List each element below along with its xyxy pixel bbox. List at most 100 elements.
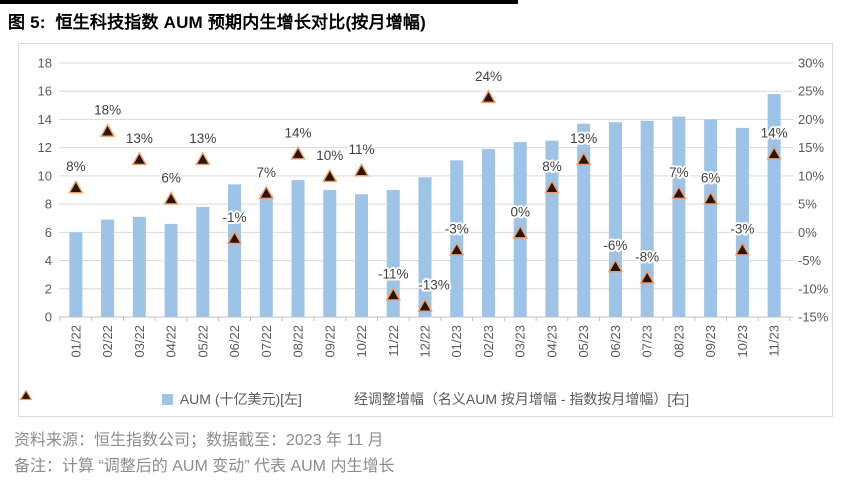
right-axis-label: 30% [798,56,824,71]
triangle-marker-05/22 [195,151,211,166]
triangle-marker-02/23 [480,89,497,104]
right-axis-label: 5% [798,197,817,212]
right-axis-label: -5% [798,253,822,268]
left-axis-label: 12 [38,140,52,155]
bar-02/22 [101,219,115,317]
legend-label-aum: AUM (十亿美元)[左] [179,391,302,407]
data-label-10/23: -3% [730,221,754,236]
data-label-04/23: 8% [542,159,562,174]
data-label-08/22: 14% [285,125,312,140]
left-axis-label: 16 [38,84,52,99]
legend-item-growth: 经调整增幅（名义AUM 按月增幅 - 指数按月增幅）[右] [19,389,690,409]
data-label-08/23: 7% [669,165,689,180]
triangle-marker-10/23 [734,241,751,256]
data-label-11/23: 14% [761,125,788,140]
triangle-marker-06/22 [226,230,243,245]
left-axis-label: 10 [38,168,52,183]
x-axis-label: 07/22 [259,325,274,358]
data-label-03/23: 0% [510,204,530,219]
left-axis-label: 14 [38,112,52,127]
data-label-03/22: 13% [126,131,153,146]
triangle-marker-01/22 [68,179,84,194]
data-label-09/22: 10% [316,148,343,163]
left-axis-label: 18 [38,56,52,71]
bar-07/22 [259,194,273,317]
data-label-02/22: 18% [94,103,121,118]
bar-05/22 [196,206,210,317]
triangle-marker-08/22 [290,145,306,160]
x-axis-label: 06/22 [227,325,242,358]
data-label-01/22: 8% [66,159,86,174]
bar-04/22 [164,223,178,317]
data-label-06/23: -6% [603,238,627,253]
triangle-marker-03/22 [131,151,148,166]
triangle-marker-01/23 [449,241,465,256]
right-axis-label: 15% [798,140,824,155]
data-label-06/22: -1% [223,210,247,225]
triangle-series-swatch-icon [19,389,33,401]
data-label-07/22: 7% [257,165,277,180]
bar-10/22 [355,194,369,317]
triangle-marker-12/22 [417,298,433,312]
figure-title: 图 5: 恒生科技指数 AUM 预期内生增长对比(按月增幅) [8,13,426,32]
bar-01/23 [450,160,464,317]
x-axis-label: 01/23 [449,325,464,358]
x-axis-label: 05/23 [576,325,591,358]
bar-03/22 [132,216,146,317]
left-axis-label: 0 [45,310,52,325]
data-label-11/22: -11% [378,266,409,281]
x-axis-label: 03/23 [513,325,528,358]
x-axis-label: 02/23 [481,325,496,358]
top-divider-bar [0,0,518,4]
triangle-marker-08/23 [671,185,687,200]
figure-footer: 资料来源：恒生指数公司；数据截至：2023 年 11 月 备注：计算 “调整后的… [14,428,394,480]
right-axis-label: 10% [798,168,824,183]
x-axis-label: 09/22 [322,325,337,358]
triangle-marker-04/22 [163,191,179,205]
legend-label-growth: 经调整增幅（名义AUM 按月增幅 - 指数按月增幅）[右] [353,391,690,407]
bar-11/23 [767,94,781,317]
bar-09/22 [323,190,337,317]
x-axis-label: 08/22 [291,325,306,358]
bar-10/23 [735,127,749,318]
triangle-marker-09/22 [322,168,338,183]
left-axis-label: 8 [45,197,52,212]
right-axis-label: 25% [798,84,824,99]
triangle-marker-04/23 [544,179,560,194]
x-axis-label: 11/22 [386,325,401,357]
triangle-marker-05/23 [575,151,592,166]
x-axis-label: 03/22 [132,325,147,358]
bar-series-swatch-icon [161,393,173,405]
x-axis-label: 07/23 [640,325,655,358]
data-label-05/23: 13% [570,131,597,146]
x-axis-label: 10/23 [735,325,750,358]
data-label-04/22: 6% [161,170,181,185]
triangle-marker-10/22 [353,162,370,177]
bar-02/23 [481,149,495,317]
bar-06/22 [228,184,242,317]
data-label-01/23: -3% [445,221,469,236]
data-label-02/23: 24% [475,69,502,84]
chart-container: 0 2 4 6 8 10 12 14 16 18 -15% -10% -5% 0% 5% 10% 15% 20% 2… [18,43,833,417]
x-axis-label: 10/22 [354,325,369,358]
x-axis-label: 11/23 [767,325,782,357]
x-axis-label: 05/22 [195,325,210,358]
bar-07/23 [640,120,654,317]
bar-12/22 [418,177,432,317]
triangle-marker-03/23 [512,224,528,239]
bar-06/23 [608,122,622,318]
remark-note: 备注：计算 “调整后的 AUM 变动” 代表 AUM 内生增长 [14,458,395,475]
x-axis-label: 02/22 [100,325,115,358]
left-axis-label: 2 [45,281,52,296]
triangle-marker-07/23 [639,270,655,284]
data-label-12/22: -13% [418,278,450,293]
triangle-marker-11/22 [385,286,401,301]
x-axis-label: 06/23 [608,325,623,358]
left-axis-label: 4 [45,253,52,268]
bar-08/22 [291,180,305,317]
triangle-marker-09/23 [702,191,719,205]
right-axis-label: -10% [798,281,829,296]
bar-04/23 [545,140,559,317]
data-label-10/22: 11% [349,142,375,157]
data-label-05/22: 13% [189,131,216,146]
